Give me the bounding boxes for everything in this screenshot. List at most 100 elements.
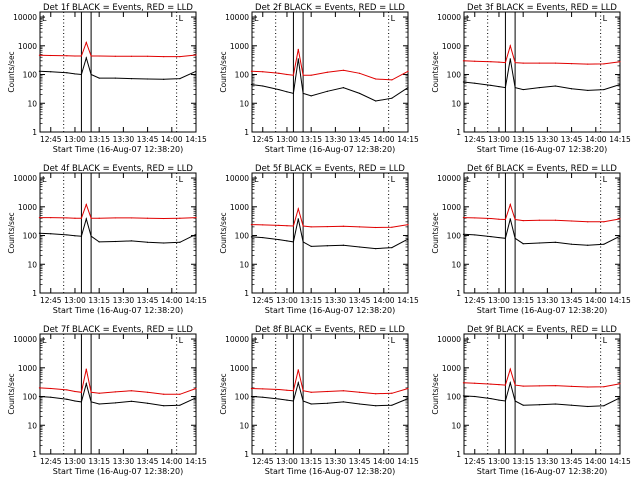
data-point-events — [474, 234, 476, 236]
x-tick-label: 13:15 — [300, 296, 322, 305]
data-point-lld — [278, 224, 280, 227]
data-point-events — [38, 70, 41, 72]
data-point-events — [292, 400, 295, 402]
data-point-events — [179, 241, 181, 243]
y-tick-label: 1000 — [230, 42, 249, 51]
data-point-lld — [310, 391, 312, 393]
data-point-lld — [50, 217, 52, 219]
chart-title: Det 6f BLACK = Events, RED = LLD — [467, 164, 617, 174]
data-point-events — [474, 82, 476, 84]
y-tick-label: 10 — [239, 99, 249, 108]
y-axis-title: Counts/sec — [219, 373, 228, 414]
y-tick-label: 10000 — [13, 13, 37, 22]
data-point-lld — [302, 74, 304, 76]
plot-frame — [463, 11, 621, 133]
data-point-events — [509, 218, 511, 220]
chart-title: Det 7f BLACK = Events, RED = LLD — [43, 325, 193, 335]
data-point-lld — [278, 72, 280, 74]
data-point-events — [538, 404, 540, 406]
x-tick-label: 13:15 — [300, 457, 322, 466]
data-point-lld — [490, 217, 492, 220]
x-tick-label: 13:00 — [276, 296, 298, 305]
y-tick-label: 10000 — [437, 13, 461, 22]
data-point-events — [262, 396, 264, 398]
data-point-lld — [286, 389, 288, 391]
data-point-events — [619, 397, 621, 399]
data-point-lld — [262, 71, 264, 73]
y-tick-label: 1000 — [230, 364, 249, 373]
flag-label: L — [603, 14, 608, 23]
series-line-lld — [39, 368, 197, 395]
data-point-lld — [262, 388, 264, 390]
data-point-events — [85, 383, 87, 385]
data-point-lld — [358, 72, 361, 74]
data-point-events — [514, 237, 516, 239]
y-tick-label: 100 — [235, 393, 250, 402]
x-tick-label: 13:00 — [488, 296, 510, 305]
data-point-lld — [179, 217, 181, 219]
data-point-lld — [509, 203, 511, 206]
x-tick-label: 13:45 — [349, 296, 371, 305]
data-point-lld — [195, 387, 197, 390]
data-point-events — [114, 240, 116, 243]
data-point-events — [462, 395, 465, 397]
data-point-lld — [326, 390, 328, 393]
x-tick-label: 14:00 — [373, 135, 395, 144]
x-axis-title: Start Time (16-Aug-07 12:38:20) — [265, 306, 396, 315]
flag-label: L — [254, 14, 259, 23]
x-tick-label: 13:15 — [88, 457, 110, 466]
data-point-lld — [195, 54, 197, 56]
data-point-events — [146, 402, 149, 404]
y-tick-label: 10000 — [13, 335, 37, 344]
data-point-events — [278, 239, 280, 241]
y-tick-label: 1 — [244, 450, 249, 459]
x-axis-title: Start Time (16-Aug-07 12:38:20) — [265, 467, 396, 476]
data-point-lld — [619, 61, 621, 63]
data-point-lld — [407, 70, 409, 72]
flag-label: L — [179, 336, 184, 345]
data-point-lld — [514, 62, 516, 64]
chart-title: Det 1f BLACK = Events, RED = LLD — [43, 3, 193, 13]
series-line-events — [463, 218, 621, 246]
data-point-lld — [74, 217, 76, 219]
data-point-lld — [90, 55, 92, 57]
y-tick-label: 100 — [235, 71, 250, 80]
data-point-events — [85, 57, 87, 59]
data-point-lld — [292, 74, 295, 76]
data-point-lld — [391, 392, 393, 394]
y-tick-label: 10000 — [437, 335, 461, 344]
data-point-lld — [297, 208, 299, 210]
x-tick-label: 13:00 — [488, 457, 510, 466]
plot-frame — [251, 172, 409, 294]
chart-panel: Det 9f BLACK = Events, RED = LLD 1 10 100 10… — [431, 325, 631, 476]
data-point-lld — [522, 385, 524, 387]
data-point-events — [407, 238, 409, 240]
data-point-lld — [38, 387, 41, 389]
data-point-events — [375, 100, 377, 102]
data-point-events — [509, 382, 511, 384]
data-point-events — [342, 87, 345, 89]
data-point-lld — [85, 368, 87, 370]
data-point-lld — [619, 218, 621, 220]
y-tick-label: 100 — [447, 232, 462, 241]
data-point-events — [80, 401, 83, 403]
data-point-events — [80, 235, 83, 237]
data-point-events — [310, 403, 312, 405]
data-point-events — [130, 78, 133, 80]
data-point-events — [146, 78, 149, 80]
data-point-events — [163, 405, 165, 407]
series-line-lld — [39, 41, 197, 58]
y-tick-label: 10 — [27, 421, 37, 430]
x-tick-label: 14:00 — [585, 457, 607, 466]
data-point-lld — [286, 225, 288, 227]
flag-label: L — [466, 175, 471, 184]
plot-frame — [251, 11, 409, 133]
y-tick-label: 100 — [447, 71, 462, 80]
data-point-lld — [570, 63, 573, 65]
data-point-events — [130, 240, 133, 242]
y-tick-label: 10 — [451, 260, 461, 269]
x-tick-label: 12:45 — [464, 135, 486, 144]
data-point-lld — [570, 220, 573, 222]
data-point-events — [262, 236, 264, 239]
